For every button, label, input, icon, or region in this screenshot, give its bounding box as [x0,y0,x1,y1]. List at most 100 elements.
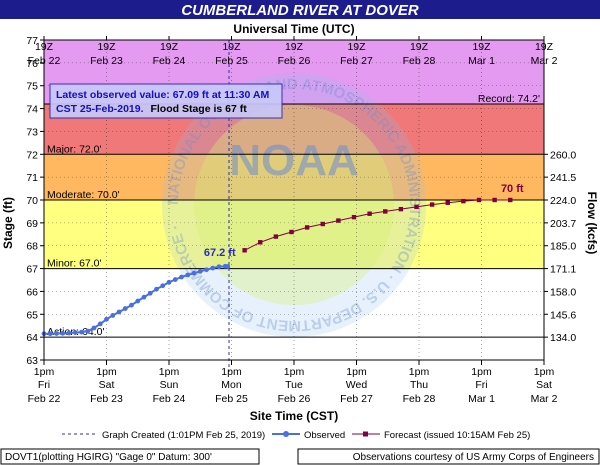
observed-point [129,302,134,308]
bottom-tick-weekday: Tue [285,379,303,391]
left-tick-label: 63 [26,355,38,367]
threshold-label-minor: Minor: 67.0' [47,258,102,270]
top-tick-time: 19Z [35,41,54,53]
bottom-tick-time: 1pm [221,366,242,378]
left-tick-label: 71 [26,172,38,184]
forecast-point [429,202,435,207]
left-tick-label: 68 [26,241,38,253]
observed-point [116,309,122,315]
observed-point [104,316,109,322]
top-tick-date: Feb 22 [28,55,61,67]
bottom-tick-weekday: Thu [410,379,428,391]
bottom-tick-weekday: Fri [38,379,50,391]
observed-point [197,268,203,274]
bottom-tick-time: 1pm [471,366,492,378]
bottom-tick-time: 1pm [284,366,305,378]
left-tick-label: 69 [26,218,38,230]
top-axis-ticks: 19Z Feb 22 19Z Feb 23 19Z Feb 24 19Z Feb 25 19Z F… [28,36,558,67]
top-axis-title: Universal Time (UTC) [233,22,354,36]
left-tick-label: 73 [26,126,38,138]
bottom-tick-weekday: Fri [475,379,487,391]
top-tick-time: 19Z [97,41,116,53]
right-axis-title: Flow (kcfs) [585,192,599,255]
left-tick-label: 72 [26,149,38,161]
observed-point [79,329,84,335]
forecast-point [320,221,325,227]
forecast-point [414,204,419,210]
forecast-point [492,197,497,203]
top-tick-time: 19Z [472,41,491,53]
threshold-label-moderate: Moderate: 70.0' [47,189,120,201]
top-tick-time: 19Z [160,41,179,53]
bottom-tick-weekday: Sat [99,379,115,391]
left-tick-label: 75 [26,81,38,93]
bottom-tick-date: Mar 2 [531,393,558,405]
observed-point [204,267,209,273]
right-tick-label: 145.6 [550,309,576,321]
bottom-tick-date: Feb 22 [28,393,61,405]
point-label-forecast: 70 ft [501,183,524,195]
bottom-tick-weekday: Sun [160,379,179,391]
bottom-tick-time: 1pm [409,366,430,378]
left-tick-label: 65 [26,309,38,321]
bottom-tick-date: Feb 27 [340,393,373,405]
forecast-point [289,229,294,235]
right-tick-label: 224.0 [550,195,576,207]
forecast-point [336,218,341,223]
bottom-tick-time: 1pm [159,366,180,378]
legend: Graph Created (1:01PM Feb 25, 2019) Obse… [62,430,530,441]
left-axis-title: Stage (ft) [1,197,15,249]
observed-point [210,265,216,271]
right-tick-label: 158.0 [550,286,576,298]
top-tick-time: 19Z [535,41,554,53]
forecast-point [242,248,247,253]
bottom-axis-title: Site Time (CST) [250,409,338,423]
observed-point [160,283,166,289]
top-tick-time: 19Z [222,41,241,53]
right-tick-label: 134.0 [550,332,576,344]
callout-line2: CST 25-Feb-2019. Flood Stage is 67 ft [56,103,247,115]
observed-point [216,264,222,270]
observed-point [72,330,78,335]
left-axis-ticks: 63 64 65 66 67 68 69 70 71 72 73 74 75 76 77 [26,35,44,367]
top-tick-date: Feb 24 [153,55,186,67]
bottom-tick-weekday: Wed [346,379,368,391]
observed-point [110,313,116,318]
series-forecast [242,197,513,253]
point-label-observed: 67.2 ft [204,247,236,259]
forecast-point [508,197,513,203]
left-tick-label: 64 [26,332,38,344]
threshold-label-major: Major: 72.0' [47,143,102,155]
legend-observed-swatch-marker [283,431,289,437]
forecast-point [398,206,404,212]
threshold-label-record: Record: 74.2' [478,93,540,105]
observed-point [85,328,91,334]
observed-point [166,279,172,285]
observed-point [225,264,231,269]
footer: DOVT1(plotting HGIRG) "Gage 0" Datum: 30… [0,448,600,465]
observed-point [47,331,53,337]
footer-left-text: DOVT1(plotting HGIRG) "Gage 0" Datum: 30… [5,452,212,463]
bottom-tick-time: 1pm [534,366,555,378]
observed-point [91,325,97,331]
bottom-tick-date: Feb 28 [403,393,436,405]
observed-point [66,330,72,336]
forecast-point [258,240,263,245]
forecast-point [476,197,482,203]
footer-right-text: Observations courtesy of US Army Corps o… [353,452,594,463]
observed-point [147,290,153,296]
top-tick-date: Feb 27 [340,55,373,67]
bottom-tick-weekday: Mon [221,379,242,391]
observed-point [54,331,59,336]
observed-point [179,274,184,280]
title-bar [0,0,600,19]
observed-point [141,294,147,300]
forecast-point [304,225,310,230]
bottom-tick-time: 1pm [96,366,117,378]
footer-right-box [297,448,600,465]
legend-observed-label: Observed [304,430,345,441]
observed-point [97,321,103,327]
top-tick-date: Feb 23 [90,55,123,67]
callout-box [49,83,283,119]
top-tick-time: 19Z [347,41,366,53]
